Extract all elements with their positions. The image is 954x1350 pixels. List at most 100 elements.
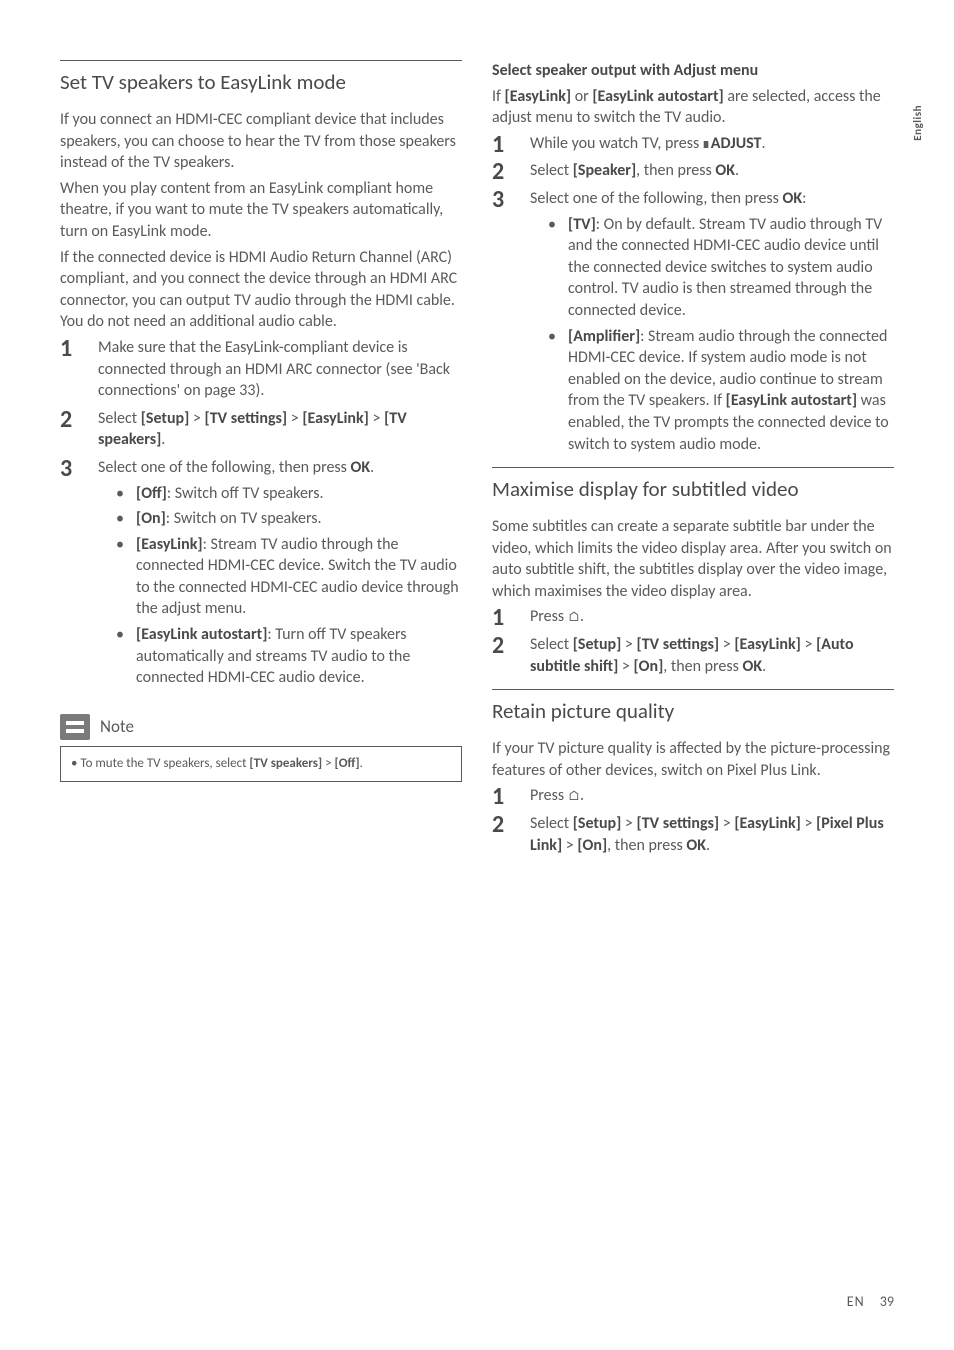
text: . <box>161 430 165 449</box>
menu-path: [On] <box>633 657 663 676</box>
text: > <box>719 814 734 833</box>
right-column: Select speaker output with Adjust menu I… <box>492 60 894 862</box>
text: > <box>189 409 204 428</box>
menu-path: [Setup] <box>141 409 190 428</box>
text: : Switch on TV speakers. <box>166 509 322 528</box>
text: Press <box>530 786 568 805</box>
text: Select <box>530 814 573 833</box>
menu-path: [TV settings] <box>205 409 288 428</box>
home-icon: ⌂ <box>568 608 580 627</box>
step-item: Select one of the following, then press … <box>60 457 462 689</box>
left-column: Set TV speakers to EasyLink mode If you … <box>60 60 462 862</box>
menu-path: [Setup] <box>573 635 622 654</box>
option-label: [EasyLink autostart] <box>592 87 723 106</box>
button-label: ADJUST <box>707 134 761 153</box>
paragraph: If the connected device is HDMI Audio Re… <box>60 247 462 333</box>
text: . <box>360 756 363 771</box>
option-label: [EasyLink autostart] <box>726 391 857 410</box>
paragraph: If [EasyLink] or [EasyLink autostart] ar… <box>492 86 894 129</box>
menu-path: [EasyLink] <box>734 635 801 654</box>
text: . <box>735 161 739 180</box>
option-label: [TV] <box>568 215 596 234</box>
step-item: Press ⌂. <box>492 785 894 807</box>
text: > <box>618 657 633 676</box>
text: : <box>802 189 806 208</box>
text: Select one of the following, then press <box>530 189 783 208</box>
page-columns: Set TV speakers to EasyLink mode If you … <box>60 60 894 862</box>
menu-path: [Setup] <box>573 814 622 833</box>
steps-list: Press ⌂. Select [Setup] > [TV settings] … <box>492 606 894 677</box>
steps-list: Press ⌂. Select [Setup] > [TV settings] … <box>492 785 894 856</box>
bullet-item: [EasyLink autostart]: Turn off TV speake… <box>98 624 462 689</box>
bullet-item: [Off]: Switch off TV speakers. <box>98 483 462 505</box>
button-label: OK <box>715 161 735 180</box>
option-label: [EasyLink] <box>505 87 572 106</box>
menu-path: [TV settings] <box>637 814 720 833</box>
paragraph: If your TV picture quality is affected b… <box>492 738 894 781</box>
paragraph: When you play content from an EasyLink c… <box>60 178 462 243</box>
text: . <box>580 607 584 626</box>
home-icon: ⌂ <box>568 787 580 806</box>
footer-page-number: 39 <box>880 1293 894 1310</box>
option-label: [On] <box>136 509 166 528</box>
text: If <box>492 87 505 106</box>
option-label: [Amplifier] <box>568 327 640 346</box>
text: : Switch off TV speakers. <box>167 484 324 503</box>
text: > <box>801 635 816 654</box>
text: Select <box>530 635 573 654</box>
bullet-item: [EasyLink]: Stream TV audio through the … <box>98 534 462 620</box>
text: . <box>706 836 710 855</box>
step-item: Select [Setup] > [TV settings] > [EasyLi… <box>492 813 894 856</box>
section-title-subtitle: Maximise display for subtitled video <box>492 467 894 502</box>
bullet-list: [TV]: On by default. Stream TV audio thr… <box>530 214 894 456</box>
text: Select <box>98 409 141 428</box>
page-footer: EN 39 <box>847 1293 894 1310</box>
step-item: Make sure that the EasyLink-compliant de… <box>60 337 462 402</box>
text: . <box>580 786 584 805</box>
step-item: Press ⌂. <box>492 606 894 628</box>
footer-language: EN <box>847 1293 865 1310</box>
text: , then press <box>663 657 742 676</box>
paragraph: If you connect an HDMI-CEC compliant dev… <box>60 109 462 174</box>
text: > <box>287 409 302 428</box>
text: > <box>322 756 334 771</box>
note-label: Note <box>100 716 134 737</box>
note-icon <box>60 714 90 740</box>
text: > <box>621 635 636 654</box>
text: • To mute the TV speakers, select <box>71 756 249 771</box>
text: > <box>562 836 577 855</box>
section-title-easylink-speakers: Set TV speakers to EasyLink mode <box>60 60 462 95</box>
bullet-item: [TV]: On by default. Stream TV audio thr… <box>530 214 894 322</box>
menu-path: [TV settings] <box>637 635 720 654</box>
bullet-item: [On]: Switch on TV speakers. <box>98 508 462 530</box>
option-label: [EasyLink] <box>136 535 203 554</box>
text: While you watch TV, press <box>530 134 703 153</box>
button-label: OK <box>351 458 371 477</box>
button-label: OK <box>743 657 763 676</box>
text: > <box>719 635 734 654</box>
heading-text: Select speaker output with Adjust menu <box>492 61 758 80</box>
option-label: [Speaker] <box>573 161 636 180</box>
text: Press <box>530 607 568 626</box>
paragraph: Some subtitles can create a separate sub… <box>492 516 894 602</box>
text: or <box>571 87 592 106</box>
menu-path: [Off] <box>335 756 360 771</box>
text: , then press <box>607 836 686 855</box>
option-label: [Off] <box>136 484 167 503</box>
step-item: While you watch TV, press ııı ADJUST. <box>492 133 894 155</box>
step-item: Select [Setup] > [TV settings] > [EasyLi… <box>60 408 462 451</box>
text: Select <box>530 161 573 180</box>
steps-list: Make sure that the EasyLink-compliant de… <box>60 337 462 689</box>
text: : On by default. Stream TV audio through… <box>568 215 882 320</box>
text: . <box>370 458 374 477</box>
text: > <box>369 409 384 428</box>
text: > <box>801 814 816 833</box>
option-label: [EasyLink autostart] <box>136 625 267 644</box>
section-title-picture-quality: Retain picture quality <box>492 689 894 724</box>
bullet-item: [Amplifier]: Stream audio through the co… <box>530 326 894 456</box>
language-tab: English <box>911 105 924 141</box>
menu-path: [EasyLink] <box>734 814 801 833</box>
steps-list: While you watch TV, press ııı ADJUST. Se… <box>492 133 894 455</box>
menu-path: [EasyLink] <box>302 409 369 428</box>
menu-path: [TV speakers] <box>249 756 322 771</box>
